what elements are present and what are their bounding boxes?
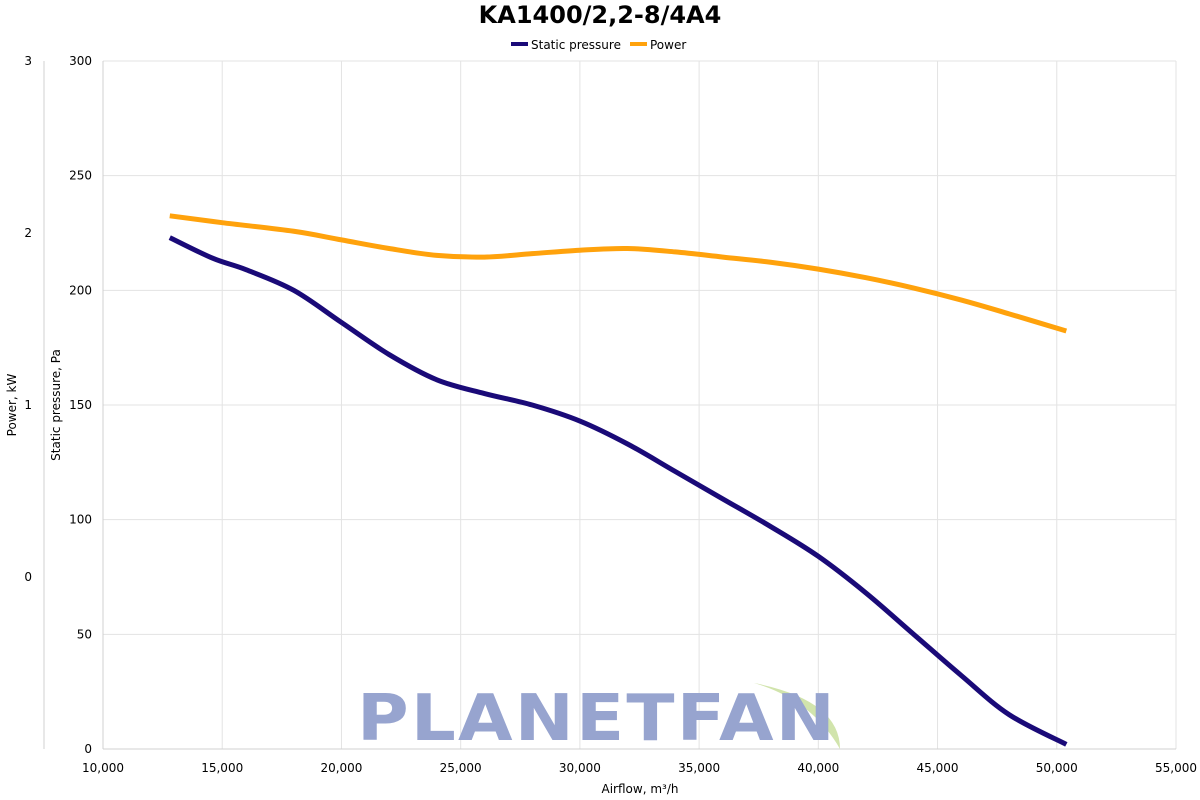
power-axis-ticks: 0 1 2 3 <box>24 54 32 584</box>
legend-swatch-static-pressure <box>511 42 528 46</box>
pressure-tick-label: 50 <box>77 627 92 641</box>
pressure-tick-label: 250 <box>69 169 92 183</box>
chart-title: KA1400/2,2-8/4A4 <box>479 1 722 29</box>
x-tick-label: 55,000 <box>1155 761 1197 775</box>
pressure-tick-label: 0 <box>84 742 92 756</box>
series-line-power <box>169 213 1068 334</box>
x-tick-label: 35,000 <box>678 761 720 775</box>
x-tick-label: 25,000 <box>440 761 482 775</box>
x-tick-label: 50,000 <box>1036 761 1078 775</box>
series-line-static-pressure <box>168 235 1068 747</box>
legend-label-power: Power <box>650 38 686 52</box>
pressure-tick-label: 300 <box>69 54 92 68</box>
pressure-axis-ticks: 0 50 100 150 200 250 300 <box>69 54 92 756</box>
x-tick-label: 40,000 <box>797 761 839 775</box>
watermark-text: PLANETFAN <box>357 682 837 756</box>
x-tick-label: 45,000 <box>917 761 959 775</box>
x-axis-ticks: 10,000 15,000 20,000 25,000 30,000 35,000 40,0… <box>82 761 1197 775</box>
power-tick-label: 3 <box>24 54 32 68</box>
legend-label-static-pressure: Static pressure <box>531 38 621 52</box>
pressure-tick-label: 150 <box>69 398 92 412</box>
pressure-tick-label: 200 <box>69 283 92 297</box>
power-tick-label: 0 <box>24 570 32 584</box>
series-layer <box>168 213 1068 747</box>
gridlines <box>102 60 1177 750</box>
x-tick-label: 15,000 <box>201 761 243 775</box>
legend: Static pressure Power <box>511 38 686 52</box>
x-axis-label: Airflow, m³/h <box>602 782 679 796</box>
x-tick-label: 30,000 <box>559 761 601 775</box>
pressure-axis-label: Static pressure, Pa <box>49 349 63 461</box>
power-tick-label: 1 <box>24 398 32 412</box>
x-tick-label: 20,000 <box>320 761 362 775</box>
watermark-leaf <box>754 683 840 749</box>
x-tick-label: 10,000 <box>82 761 124 775</box>
power-tick-label: 2 <box>24 226 32 240</box>
legend-swatch-power <box>630 42 647 46</box>
watermark: PLANETFAN <box>357 682 840 756</box>
pressure-tick-label: 100 <box>69 513 92 527</box>
power-axis-label: Power, kW <box>5 374 19 437</box>
